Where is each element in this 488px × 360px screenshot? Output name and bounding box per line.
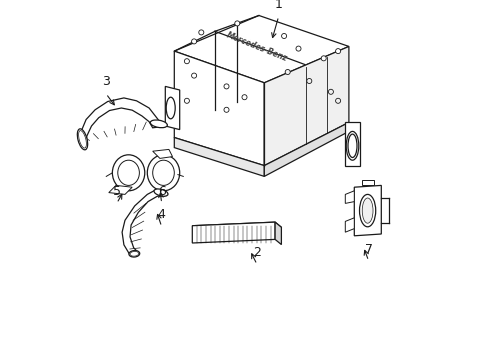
Circle shape <box>321 56 325 61</box>
Circle shape <box>335 49 340 54</box>
Polygon shape <box>345 122 359 166</box>
Polygon shape <box>174 15 348 83</box>
Ellipse shape <box>147 155 179 191</box>
Polygon shape <box>79 98 161 141</box>
Polygon shape <box>165 86 179 130</box>
Circle shape <box>199 30 203 35</box>
Text: 6: 6 <box>158 185 165 198</box>
Circle shape <box>285 69 289 75</box>
Circle shape <box>295 46 301 51</box>
Polygon shape <box>174 138 264 176</box>
Text: 2: 2 <box>253 246 261 259</box>
Text: 7: 7 <box>364 243 372 256</box>
Circle shape <box>306 78 311 84</box>
Circle shape <box>191 39 196 44</box>
Circle shape <box>234 21 239 26</box>
Ellipse shape <box>77 129 87 150</box>
Circle shape <box>328 89 333 94</box>
Ellipse shape <box>166 97 175 119</box>
Ellipse shape <box>359 194 375 227</box>
Polygon shape <box>108 185 132 194</box>
Polygon shape <box>345 218 354 232</box>
Polygon shape <box>192 222 281 231</box>
Ellipse shape <box>130 251 139 256</box>
Text: 5: 5 <box>112 185 121 198</box>
Text: 1: 1 <box>274 0 282 11</box>
Text: 3: 3 <box>102 75 110 88</box>
Circle shape <box>224 107 228 112</box>
Polygon shape <box>122 189 164 254</box>
Circle shape <box>184 98 189 103</box>
Circle shape <box>242 95 246 100</box>
Ellipse shape <box>150 120 167 128</box>
Circle shape <box>281 33 286 39</box>
Text: 4: 4 <box>158 208 165 221</box>
Ellipse shape <box>118 160 139 185</box>
Ellipse shape <box>112 155 144 191</box>
Text: Mercedes-Benz: Mercedes-Benz <box>224 30 288 63</box>
Polygon shape <box>152 149 172 158</box>
Circle shape <box>191 73 196 78</box>
Circle shape <box>184 59 189 64</box>
Ellipse shape <box>152 160 174 185</box>
Circle shape <box>224 84 228 89</box>
Ellipse shape <box>129 251 140 257</box>
Polygon shape <box>192 222 275 243</box>
Polygon shape <box>264 122 348 176</box>
Ellipse shape <box>347 134 356 158</box>
Polygon shape <box>275 222 281 244</box>
Ellipse shape <box>154 189 168 196</box>
Circle shape <box>335 98 340 103</box>
Polygon shape <box>174 51 264 166</box>
Ellipse shape <box>362 198 372 223</box>
Ellipse shape <box>79 131 86 148</box>
Polygon shape <box>345 191 354 203</box>
Polygon shape <box>361 180 373 185</box>
Polygon shape <box>354 185 381 236</box>
Polygon shape <box>264 46 348 166</box>
